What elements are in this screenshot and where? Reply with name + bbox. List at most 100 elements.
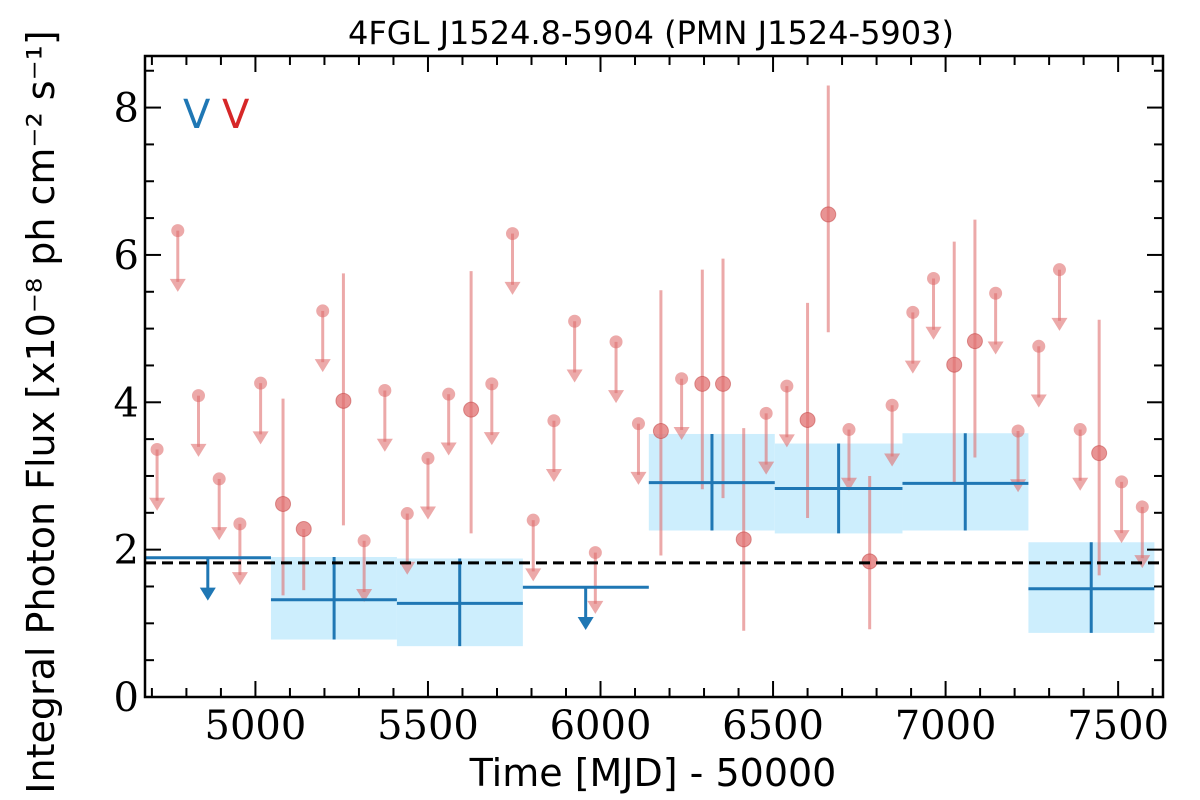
plot-content <box>145 85 1163 647</box>
y-tick-label: 4 <box>114 380 139 426</box>
long-bin-ul-arrow <box>577 617 594 631</box>
short-bin-ul-point <box>191 389 205 403</box>
short-bin-ul-point <box>357 534 371 548</box>
short-bin-ul-arrow <box>1051 317 1068 331</box>
short-bin-point <box>1091 445 1108 462</box>
short-bin-point <box>652 423 669 440</box>
short-bin-ul-arrow <box>231 572 248 586</box>
short-bin-ul-arrow <box>419 506 436 520</box>
short-bin-ul-arrow <box>356 589 373 603</box>
short-bin-ul-point <box>171 224 185 238</box>
short-bin-ul-arrow <box>884 453 901 467</box>
short-bin-ul-point <box>1011 424 1025 438</box>
y-tick-label: 8 <box>114 86 139 132</box>
short-bin-ul-point <box>400 507 414 521</box>
short-bin-ul-point <box>526 513 540 527</box>
short-bin-ul-point <box>547 414 561 428</box>
short-bin-ul-point <box>1135 500 1149 514</box>
short-bin-ul-arrow <box>545 468 562 482</box>
x-tick-label: 5000 <box>205 703 307 749</box>
short-bin-ul-arrow <box>483 432 500 446</box>
plot-area <box>145 85 1163 647</box>
short-bin-ul-point <box>759 406 773 420</box>
short-bin-ul-arrow <box>987 341 1004 355</box>
short-bin-point <box>735 531 752 548</box>
short-bin-ul-point <box>442 387 456 401</box>
legend-short-bins-marker: V <box>222 92 250 138</box>
short-bin-ul-point <box>254 376 268 390</box>
short-bin-ul-arrow <box>190 443 207 457</box>
short-bin-ul-point <box>233 517 247 531</box>
short-bin-ul-arrow <box>211 527 228 541</box>
short-bin-ul-arrow <box>630 471 647 485</box>
short-bin-ul-point <box>631 417 645 431</box>
short-bin-ul-point <box>1073 423 1087 437</box>
short-bin-ul-point <box>780 379 794 393</box>
short-bin-ul-arrow <box>1134 555 1151 569</box>
short-bin-ul-point <box>906 305 920 319</box>
short-bin-ul-arrow <box>1072 477 1089 491</box>
short-bin-ul-arrow <box>587 600 604 614</box>
short-bin-ul-arrow <box>904 360 921 374</box>
short-bin-ul-arrow <box>504 281 521 295</box>
x-tick-label: 6500 <box>722 703 824 749</box>
short-bin-ul-point <box>378 383 392 397</box>
axes: 5000 5500 6000 6500 7000 7500 0 2 4 6 8 <box>114 54 1169 749</box>
short-bin-point <box>694 375 711 392</box>
short-bin-ul-point <box>885 398 899 412</box>
short-bin-point <box>946 356 963 373</box>
short-bin-point <box>463 401 480 418</box>
short-bin-point <box>715 375 732 392</box>
x-tick-label: 5500 <box>377 703 479 749</box>
short-bin-ul-point <box>568 314 582 328</box>
short-bin-ul-arrow <box>608 390 625 404</box>
short-bin-ul-arrow <box>1030 394 1047 408</box>
short-bin-ul-point <box>316 304 330 318</box>
short-bin-ul-arrow <box>840 477 857 491</box>
x-tick-label: 6000 <box>550 703 652 749</box>
short-bin-ul-point <box>485 377 499 391</box>
short-bin-ul-arrow <box>925 326 942 340</box>
short-bin-ul-point <box>212 472 226 486</box>
short-bin-ul-point <box>1115 475 1129 489</box>
plot-frame <box>143 54 1165 699</box>
short-bin-point <box>966 333 983 350</box>
y-tick-label: 6 <box>114 233 139 279</box>
legend: V V <box>183 92 250 138</box>
short-bin-ul-arrow <box>399 561 416 575</box>
y-tick-label: 2 <box>114 528 139 574</box>
short-bin-ul-point <box>421 451 435 465</box>
y-tick-label: 0 <box>114 675 139 721</box>
x-axis-label: Time [MJD] - 50000 <box>469 751 837 795</box>
short-bin-point <box>335 392 352 409</box>
short-bin-point <box>820 206 837 223</box>
short-bin-ul-point <box>1052 263 1066 277</box>
short-bin-ul-point <box>989 286 1003 300</box>
short-bin-ul-arrow <box>1113 530 1130 544</box>
short-bin-ul-arrow <box>758 461 775 475</box>
short-bin-ul-arrow <box>149 497 166 511</box>
short-bin-ul-arrow <box>314 359 331 373</box>
short-bin-ul-point <box>609 335 623 349</box>
short-bin-point <box>799 411 816 428</box>
short-bin-point <box>275 495 292 512</box>
x-tick-label: 7000 <box>895 703 997 749</box>
short-bin-ul-point <box>927 272 941 286</box>
short-bin-ul-arrow <box>566 369 583 383</box>
legend-long-bins-marker: V <box>183 92 211 138</box>
short-bin-ul-point <box>150 442 164 456</box>
short-bin-ul-arrow <box>169 278 186 292</box>
short-bin-ul-arrow <box>252 431 269 445</box>
short-bin-ul-arrow <box>376 438 393 452</box>
short-bin-ul-arrow <box>778 434 795 448</box>
x-tick-label: 7500 <box>1067 703 1169 749</box>
short-bin-ul-point <box>675 372 689 386</box>
short-bin-ul-arrow <box>525 568 542 582</box>
y-axis-label: Integral Photon Flux [x10⁻⁸ ph cm⁻² s⁻¹] <box>19 30 63 793</box>
chart-title: 4FGL J1524.8-5904 (PMN J1524-5903) <box>348 14 954 52</box>
short-bin-point <box>295 521 312 538</box>
short-bin-ul-point <box>506 227 520 241</box>
long-bin-ul-arrow <box>199 587 216 601</box>
short-bin-ul-arrow <box>440 442 457 456</box>
